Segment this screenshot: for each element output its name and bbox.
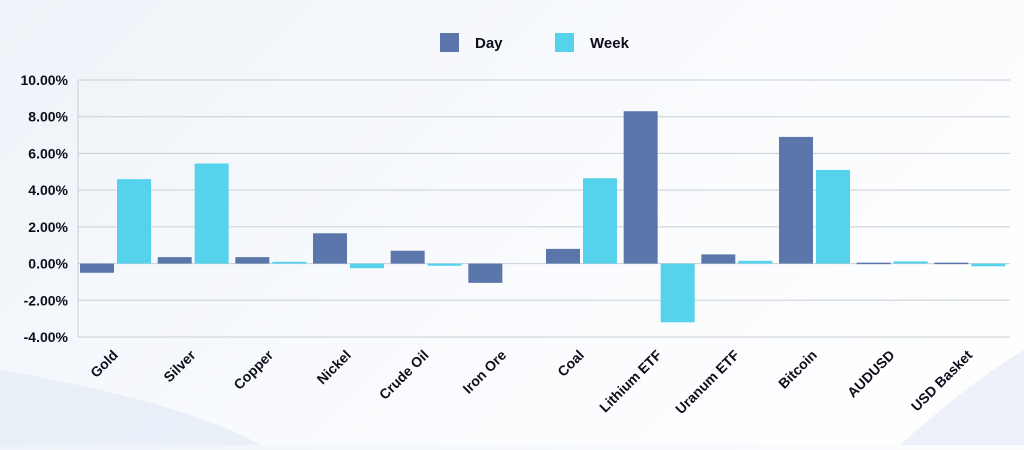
y-tick-label: 6.00% <box>28 145 68 161</box>
bar-week <box>660 263 695 323</box>
y-tick-label: 8.00% <box>28 109 68 125</box>
x-tick-label: Bitcoin <box>775 347 820 392</box>
x-tick-label: Coal <box>554 347 587 380</box>
bar-day <box>390 250 425 264</box>
y-tick-label: -4.00% <box>24 329 69 345</box>
legend-label-week: Week <box>590 35 630 52</box>
x-tick-label: Crude Oil <box>376 347 432 403</box>
bar-day <box>313 233 347 264</box>
bar-day <box>235 257 270 264</box>
x-axis: Gold Silver Copper Nickel Crude Oil Iron Ore C… <box>87 346 975 417</box>
legend-label-day: Day <box>475 35 503 52</box>
gridlines <box>77 79 1010 338</box>
bar-day <box>546 248 580 264</box>
y-tick-label: 0.00% <box>28 256 68 272</box>
bar-day <box>856 262 891 265</box>
y-tick-label: -2.00% <box>24 292 69 308</box>
x-tick-label: Gold <box>87 347 121 381</box>
y-tick-label: 2.00% <box>28 219 68 235</box>
x-tick-label: Copper <box>230 346 276 392</box>
y-axis: 10.00% 8.00% 6.00% 4.00% 2.00% 0.00% -2.00% -4.… <box>21 72 69 345</box>
bar-day <box>80 263 114 273</box>
bar-week <box>583 178 617 264</box>
bar-week <box>816 169 850 264</box>
bg-swoosh-right <box>900 350 1024 445</box>
x-tick-label: AUDUSD <box>844 347 898 401</box>
x-tick-label: Iron Ore <box>459 347 509 397</box>
bar-day <box>468 263 503 283</box>
bar-week <box>738 260 773 264</box>
x-tick-label: Lithium ETF <box>596 347 665 416</box>
bar-day <box>779 136 813 264</box>
legend-swatch-day <box>440 33 459 52</box>
bar-week <box>117 179 151 264</box>
x-tick-label: Uranum ETF <box>672 346 742 416</box>
bar-day <box>157 257 192 264</box>
legend-swatch-week <box>555 33 574 52</box>
bar-week <box>350 263 384 269</box>
legend: Day Week <box>440 33 630 52</box>
bar-week <box>893 261 928 264</box>
background-decoration <box>0 350 1024 445</box>
bar-day <box>934 262 969 265</box>
x-tick-label: Silver <box>160 346 199 385</box>
bg-swoosh-left <box>0 370 260 445</box>
x-tick-label: Nickel <box>313 347 353 387</box>
bar-day <box>701 254 736 264</box>
bars <box>80 111 1006 323</box>
bar-week <box>272 261 307 264</box>
y-tick-label: 4.00% <box>28 182 68 198</box>
y-tick-label: 10.00% <box>21 72 69 88</box>
bar-day <box>623 111 658 264</box>
bar-week <box>971 263 1006 267</box>
bar-week <box>427 263 462 266</box>
bar-week <box>194 163 229 264</box>
